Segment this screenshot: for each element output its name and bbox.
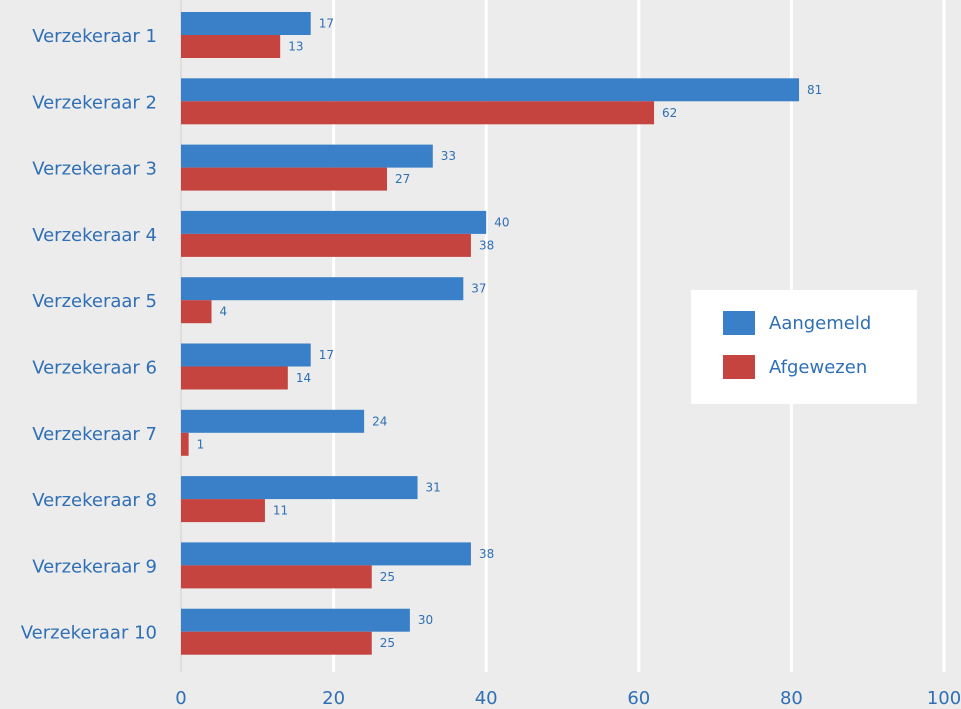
category-label: Verzekeraar 1: [32, 26, 157, 47]
bar-aangemeld-7: [181, 409, 365, 433]
x-tick-labels: 0 20 40 60 80 100: [175, 688, 961, 709]
value-label: 31: [426, 481, 441, 495]
value-label: 4: [220, 305, 228, 319]
value-label: 33: [441, 149, 456, 163]
legend: Aangemeld Afgewezen: [691, 290, 917, 404]
x-tick-label: 20: [322, 688, 345, 709]
value-label: 38: [479, 238, 494, 252]
value-label: 24: [372, 414, 387, 428]
category-label: Verzekeraar 10: [21, 623, 157, 644]
bar-aangemeld-2: [181, 78, 800, 102]
value-label: 13: [288, 40, 303, 54]
bars: [181, 12, 800, 655]
value-label: 1: [197, 437, 205, 451]
legend-item-afgewezen: Afgewezen: [723, 352, 867, 382]
bar-afgewezen-2: [181, 101, 655, 125]
bar-aangemeld-1: [181, 12, 311, 35]
bar-afgewezen-8: [181, 499, 265, 523]
value-label: 17: [319, 17, 334, 31]
value-label: 81: [807, 83, 822, 97]
value-label: 30: [418, 613, 433, 627]
x-tick-label: 40: [475, 688, 498, 709]
value-label: 17: [319, 348, 334, 362]
bar-aangemeld-5: [181, 277, 464, 301]
bar-afgewezen-7: [181, 432, 189, 456]
x-tick-label: 60: [627, 688, 650, 709]
value-label: 27: [395, 172, 410, 186]
bar-afgewezen-6: [181, 366, 288, 390]
category-label: Verzekeraar 9: [32, 556, 157, 577]
category-label: Verzekeraar 7: [32, 424, 157, 445]
category-labels: Verzekeraar 1 Verzekeraar 2 Verzekeraar 3 V…: [21, 26, 157, 644]
x-tick-label: 100: [927, 688, 961, 709]
category-label: Verzekeraar 6: [32, 358, 157, 379]
value-label: 38: [479, 547, 494, 561]
bar-afgewezen-4: [181, 233, 471, 257]
bar-aangemeld-4: [181, 210, 487, 234]
value-label: 11: [273, 504, 288, 518]
value-label: 25: [380, 636, 395, 650]
x-tick-label: 80: [780, 688, 803, 709]
value-label: 25: [380, 570, 395, 584]
value-label: 40: [494, 215, 509, 229]
bar-afgewezen-1: [181, 35, 281, 58]
legend-swatch-aangemeld: [723, 311, 755, 335]
bar-afgewezen-9: [181, 565, 372, 589]
bar-afgewezen-10: [181, 631, 372, 655]
value-label: 14: [296, 371, 311, 385]
bar-aangemeld-8: [181, 476, 418, 500]
bar-aangemeld-9: [181, 542, 471, 566]
bar-aangemeld-3: [181, 144, 433, 168]
legend-swatch-afgewezen: [723, 355, 755, 379]
x-tick-label: 0: [175, 688, 186, 709]
category-label: Verzekeraar 5: [32, 291, 157, 312]
value-label: 62: [662, 106, 677, 120]
value-label: 37: [471, 282, 486, 296]
bar-afgewezen-5: [181, 300, 212, 324]
bar-aangemeld-10: [181, 608, 410, 632]
bar-aangemeld-6: [181, 343, 311, 367]
legend-item-aangemeld: Aangemeld: [723, 308, 871, 338]
legend-label-aangemeld: Aangemeld: [769, 312, 872, 334]
bar-afgewezen-3: [181, 167, 388, 191]
category-label: Verzekeraar 4: [32, 225, 157, 246]
legend-label-afgewezen: Afgewezen: [769, 356, 868, 378]
category-label: Verzekeraar 3: [32, 159, 157, 180]
category-label: Verzekeraar 8: [32, 490, 157, 511]
category-label: Verzekeraar 2: [32, 92, 157, 113]
